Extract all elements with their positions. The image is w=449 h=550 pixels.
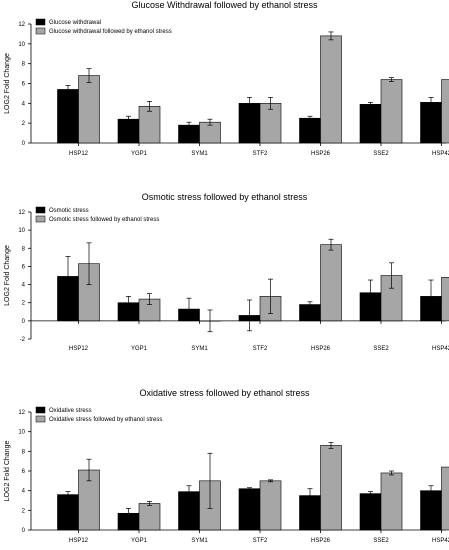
chart-1: Glucose Withdrawal followed by ethanol s… xyxy=(4,0,449,157)
legend-swatch xyxy=(35,215,46,223)
chart-title: Oxidative stress followed by ethanol str… xyxy=(139,388,310,398)
x-tick-label: HSP42 xyxy=(432,151,449,157)
bar-hsp42-series-1 xyxy=(420,102,442,144)
bar-sse2-series-1 xyxy=(359,493,382,531)
bar-sse2-series-1 xyxy=(359,104,382,144)
y-tick-label: 12 xyxy=(18,22,25,28)
bar-hsp26-series-2 xyxy=(320,244,342,322)
x-tick-label: STF2 xyxy=(253,151,268,157)
x-tick-label: SYM1 xyxy=(191,151,208,157)
bar-hsp12-series-2 xyxy=(78,75,100,144)
x-tick-label: YGP1 xyxy=(131,538,148,544)
legend-label: Oxidative stress xyxy=(49,408,92,414)
x-tick-label: SSE2 xyxy=(373,346,389,352)
chart-title: Glucose Withdrawal followed by ethanol s… xyxy=(131,0,318,10)
y-tick-label: 6 xyxy=(22,469,26,475)
y-tick-label: 10 xyxy=(18,42,25,48)
bar-hsp26-series-2 xyxy=(320,35,342,144)
bar-sse2-series-2 xyxy=(380,79,403,144)
y-tick-label: 0 xyxy=(22,319,26,325)
x-tick-label: SSE2 xyxy=(373,151,389,157)
legend-label: Glucose withdrawal xyxy=(49,20,101,26)
legend-label: Osmotic stress xyxy=(49,208,89,214)
y-tick-label: 10 xyxy=(18,228,25,234)
bar-hsp42-series-2 xyxy=(441,79,449,144)
x-tick-label: YGP1 xyxy=(131,346,148,352)
y-tick-label: 6 xyxy=(22,82,26,88)
bar-hsp26-series-2 xyxy=(320,445,342,531)
x-tick-label: HSP26 xyxy=(311,151,331,157)
legend-swatch xyxy=(35,415,46,423)
bar-hsp42-series-2 xyxy=(441,277,449,322)
y-tick-label: 2 xyxy=(22,121,26,127)
legend-label: Glucose withdrawal followed by ethanol s… xyxy=(49,29,172,35)
y-tick-label: 8 xyxy=(22,62,26,68)
y-tick-label: 6 xyxy=(22,264,26,270)
x-tick-label: HSP12 xyxy=(69,151,89,157)
x-tick-label: STF2 xyxy=(253,346,268,352)
y-tick-label: 12 xyxy=(18,210,25,216)
x-tick-label: HSP26 xyxy=(311,346,331,352)
x-tick-label: SYM1 xyxy=(191,538,208,544)
y-tick-label: 0 xyxy=(22,528,26,534)
bar-ygp1-series-2 xyxy=(138,503,161,531)
y-tick-label: 10 xyxy=(18,430,25,436)
legend-label: Oxidative stress followed by ethanol str… xyxy=(49,417,162,423)
bar-sse2-series-2 xyxy=(380,472,403,531)
chart-title: Osmotic stress followed by ethanol stres… xyxy=(142,192,308,202)
x-tick-label: HSP26 xyxy=(311,538,331,544)
x-tick-label: HSP12 xyxy=(69,346,89,352)
y-tick-label: 8 xyxy=(22,246,26,252)
bar-hsp26-series-1 xyxy=(299,117,321,144)
legend-swatch xyxy=(35,27,46,35)
bar-ygp1-series-2 xyxy=(138,106,161,144)
x-tick-label: SYM1 xyxy=(191,346,208,352)
x-tick-label: YGP1 xyxy=(131,151,148,157)
y-axis-label: LOG2 Fold Change xyxy=(4,441,11,502)
bar-hsp42-series-1 xyxy=(420,490,442,531)
legend-swatch xyxy=(35,18,46,26)
bar-ygp1-series-1 xyxy=(117,118,140,144)
y-tick-label: 8 xyxy=(22,449,26,455)
y-tick-label: -2 xyxy=(20,337,26,343)
bar-hsp12-series-1 xyxy=(57,494,79,531)
bar-hsp42-series-2 xyxy=(441,466,449,531)
bar-hsp12-series-1 xyxy=(57,89,79,144)
y-tick-label: 2 xyxy=(22,301,26,307)
x-tick-label: HSP42 xyxy=(432,346,449,352)
x-tick-label: SSE2 xyxy=(373,538,389,544)
y-tick-label: 0 xyxy=(22,141,26,147)
x-tick-label: HSP42 xyxy=(432,538,449,544)
y-axis-label: LOG2 Fold Change xyxy=(4,53,11,114)
y-tick-label: 2 xyxy=(22,508,26,514)
bar-stf2-series-2 xyxy=(259,480,282,531)
y-axis-label: LOG2 Fold Change xyxy=(4,245,11,306)
legend-label: Osmotic stress followed by ethanol stres… xyxy=(49,217,159,223)
y-tick-label: 4 xyxy=(22,489,26,495)
y-tick-label: 4 xyxy=(22,283,26,289)
chart-2: Osmotic stress followed by ethanol stres… xyxy=(4,192,449,352)
x-tick-label: STF2 xyxy=(253,538,268,544)
y-tick-label: 4 xyxy=(22,101,26,107)
legend-swatch xyxy=(35,206,46,214)
legend-swatch xyxy=(35,406,46,414)
x-tick-label: HSP12 xyxy=(69,538,89,544)
chart-3: Oxidative stress followed by ethanol str… xyxy=(4,388,449,544)
bar-stf2-series-1 xyxy=(238,488,261,531)
y-tick-label: 12 xyxy=(18,410,25,416)
